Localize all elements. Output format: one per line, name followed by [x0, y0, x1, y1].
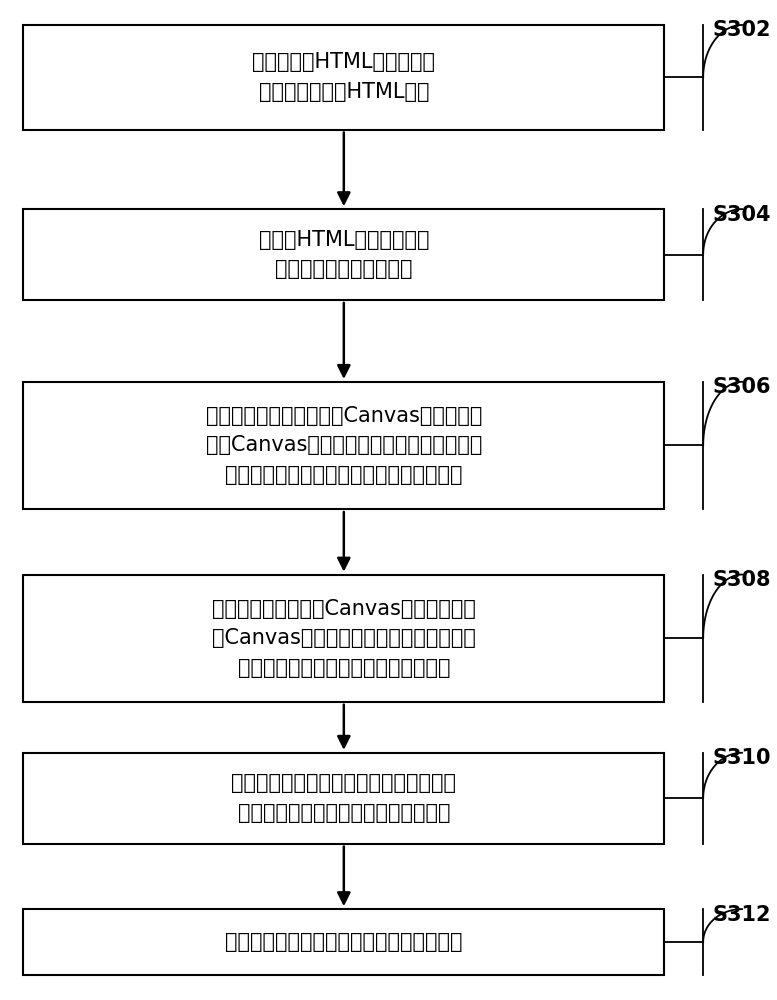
- Text: S304: S304: [713, 205, 772, 225]
- Text: 创建包含水印信息的第一Canvas对象，提取
第一Canvas对象的第一像素信息；其中，第
一像素信息表征包含水印信息的像素的位置: 创建包含水印信息的第一Canvas对象，提取 第一Canvas对象的第一像素信息…: [206, 406, 482, 485]
- Text: 将目标HTML标签对应的元
素作为网页中包含的图像: 将目标HTML标签对应的元 素作为网页中包含的图像: [259, 230, 429, 279]
- Text: 获取网页的HTML标签中包含
预设类名的目标HTML标签: 获取网页的HTML标签中包含 预设类名的目标HTML标签: [253, 52, 435, 102]
- Text: S306: S306: [713, 377, 772, 397]
- Text: S302: S302: [713, 20, 772, 40]
- FancyBboxPatch shape: [23, 209, 664, 300]
- Text: S310: S310: [713, 748, 772, 768]
- Text: S308: S308: [713, 570, 772, 590]
- FancyBboxPatch shape: [23, 25, 664, 130]
- Text: 创建包含图像的第二Canvas对象，提取第
二Canvas对象的第二像素信息；其中，第
二像素信息表征包含图像的像素的位置: 创建包含图像的第二Canvas对象，提取第 二Canvas对象的第二像素信息；其…: [212, 599, 476, 678]
- FancyBboxPatch shape: [23, 382, 664, 509]
- Text: S312: S312: [713, 905, 772, 925]
- FancyBboxPatch shape: [23, 909, 664, 975]
- FancyBboxPatch shape: [23, 753, 664, 844]
- Text: 使用带有水印信息的图像替换网页中的图像: 使用带有水印信息的图像替换网页中的图像: [225, 932, 462, 952]
- Text: 基于第一像素信息和第二像素信息调整图
像的像素值，得到带有水印信息的图像: 基于第一像素信息和第二像素信息调整图 像的像素值，得到带有水印信息的图像: [232, 773, 456, 823]
- FancyBboxPatch shape: [23, 575, 664, 702]
